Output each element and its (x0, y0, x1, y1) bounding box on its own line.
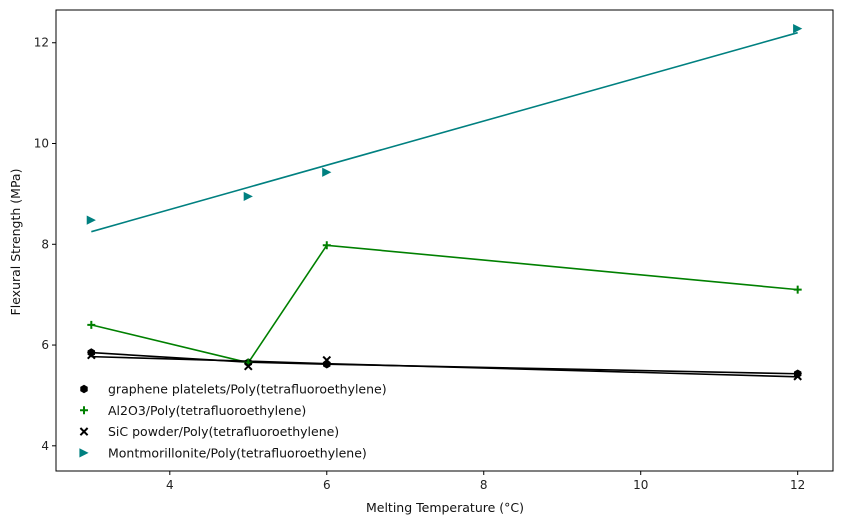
data-point-1-1 (87, 348, 96, 357)
legend-marker-1 (80, 384, 88, 394)
data-point-3-2 (243, 361, 253, 371)
series-line-4 (91, 31, 798, 233)
data-point-2-3 (322, 241, 331, 250)
data-point-2-4 (793, 285, 802, 294)
x-tick-label: 6 (323, 478, 331, 492)
data-point-4-3 (322, 167, 332, 177)
data-point-3-4 (793, 371, 802, 381)
series-line-1 (91, 351, 798, 375)
y-tick-label: 10 (34, 137, 49, 151)
data-point-3-3 (322, 355, 332, 365)
plot-frame (55, 9, 834, 472)
legend-marker-3 (79, 427, 89, 436)
y-tick-label: 4 (41, 439, 49, 453)
x-tick-label: 12 (790, 478, 805, 492)
data-point-2-1 (87, 320, 96, 329)
x-tick-label: 4 (166, 478, 174, 492)
plot-area (86, 24, 803, 381)
data-point-1-4 (793, 369, 802, 379)
data-point-4-4 (793, 24, 803, 34)
data-point-3-1 (87, 350, 96, 360)
data-point-4-1 (86, 215, 96, 225)
y-tick-label: 6 (41, 338, 49, 352)
legend-label-3: SiC powder/Poly(tetrafluoroethylene) (108, 424, 339, 439)
legend-label-1: graphene platelets/Poly(tetrafluoroethyl… (108, 382, 387, 397)
x-tick-label: 10 (633, 478, 648, 492)
legend-label-2: Al2O3/Poly(tetrafluoroethylene) (108, 403, 306, 418)
series-line-3 (91, 355, 798, 378)
y-tick-label: 8 (41, 237, 49, 251)
series-line-2 (91, 244, 798, 364)
y-tick-label: 12 (34, 36, 49, 50)
axes: 4 6 8 10 12 4 6 8 10 12 (34, 9, 834, 492)
legend-marker-4 (79, 448, 89, 458)
x-tick-label: 8 (480, 478, 488, 492)
y-axis-label: Flexural Strength (MPa) (8, 169, 23, 316)
legend: graphene platelets/Poly(tetrafluoroethyl… (79, 382, 387, 460)
legend-marker-2 (80, 406, 88, 415)
x-axis-label: Melting Temperature (°C) (366, 500, 524, 515)
legend-label-4: Montmorillonite/Poly(tetrafluoroethylene… (108, 445, 367, 460)
data-point-4-2 (243, 191, 253, 202)
